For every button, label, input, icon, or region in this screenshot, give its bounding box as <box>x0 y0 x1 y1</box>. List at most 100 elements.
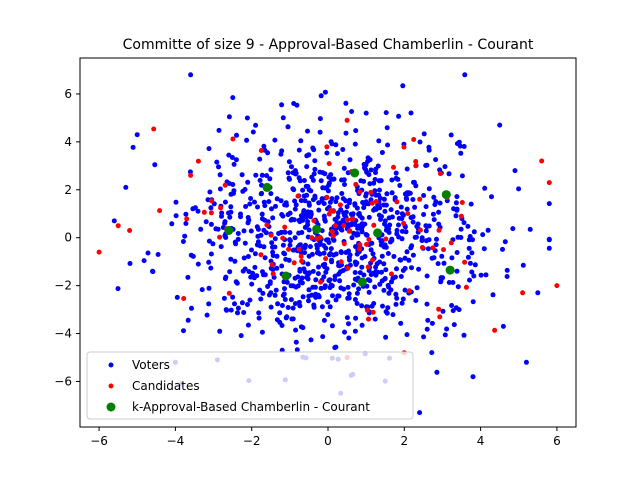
candidate-point <box>344 217 350 223</box>
voter-point <box>252 264 258 270</box>
voter-point <box>424 162 430 168</box>
voter-point <box>256 315 262 321</box>
voter-point <box>433 199 439 205</box>
voter-point <box>345 284 351 290</box>
voter-point <box>134 132 140 138</box>
voter-point <box>348 221 354 227</box>
voter-point <box>438 278 444 284</box>
voter-point <box>385 251 391 256</box>
candidate-point <box>411 137 417 142</box>
voter-point <box>381 261 387 267</box>
candidate-point <box>346 228 352 234</box>
voter-point <box>282 251 288 257</box>
voter-point <box>404 166 410 172</box>
voter-point <box>174 294 180 300</box>
voter-point <box>325 312 331 318</box>
candidate-point <box>298 253 304 259</box>
voter-point <box>315 271 321 277</box>
voter-point <box>389 190 395 196</box>
voter-point <box>284 202 289 208</box>
voter-point <box>243 204 249 209</box>
voter-point <box>206 146 212 152</box>
voter-point <box>361 205 367 211</box>
voter-point <box>419 235 425 241</box>
voter-point <box>343 100 349 106</box>
voter-point <box>273 203 278 209</box>
plot-area <box>96 72 560 416</box>
voter-point <box>345 295 351 301</box>
voter-point <box>270 215 276 221</box>
voter-point <box>312 158 318 164</box>
voter-point <box>327 199 333 205</box>
voter-point <box>279 102 285 108</box>
voter-point <box>377 205 383 211</box>
voter-point <box>274 265 280 271</box>
voter-point <box>329 176 334 182</box>
voter-point <box>322 218 328 224</box>
voter-point <box>395 176 401 182</box>
voter-point <box>300 187 306 193</box>
voter-point <box>150 268 155 274</box>
candidate-point <box>341 223 347 228</box>
voter-point <box>228 204 234 210</box>
voter-point <box>389 279 394 285</box>
voter-point <box>268 265 274 271</box>
voter-point <box>404 206 410 212</box>
voter-point <box>282 286 287 292</box>
voter-point <box>512 168 518 174</box>
voter-point <box>301 193 307 199</box>
voter-point <box>404 249 410 255</box>
voter-point <box>383 244 389 250</box>
voter-point <box>327 285 333 291</box>
voter-point <box>294 347 300 353</box>
candidate-point <box>280 235 286 241</box>
voter-point <box>266 199 272 205</box>
candidate-point <box>370 309 376 315</box>
voter-point <box>252 199 257 205</box>
voter-point <box>231 161 237 167</box>
candidate-point <box>459 200 465 205</box>
voter-point <box>489 194 494 200</box>
voter-point <box>335 214 341 220</box>
y-tick-label: 4 <box>64 135 72 149</box>
voter-point <box>210 241 216 247</box>
y-tick-label: 6 <box>64 87 72 101</box>
voter-point <box>223 235 229 240</box>
voter-point <box>331 237 337 243</box>
voter-point <box>261 244 267 250</box>
candidate-point <box>539 158 545 164</box>
voter-point <box>482 185 488 191</box>
voter-point <box>346 335 352 341</box>
candidate-point <box>151 126 157 132</box>
voter-point <box>291 187 297 193</box>
voter-point <box>181 328 186 334</box>
candidate-point <box>299 258 305 264</box>
x-tick-label: 2 <box>400 434 408 448</box>
voter-point <box>520 262 526 268</box>
voter-point <box>285 124 291 130</box>
voter-point <box>301 178 307 183</box>
voter-point <box>470 299 476 305</box>
voter-point <box>421 334 427 340</box>
candidate-point <box>383 236 389 242</box>
voter-point <box>180 239 186 244</box>
voter-point <box>338 285 344 291</box>
voter-point <box>410 252 416 258</box>
voter-point <box>313 277 319 283</box>
voter-point <box>352 297 358 302</box>
voter-point <box>206 238 212 244</box>
voter-point <box>259 216 265 222</box>
voter-point <box>434 236 439 242</box>
voter-point <box>455 284 461 290</box>
voter-point <box>230 294 236 300</box>
voter-point <box>208 205 214 211</box>
voter-point <box>319 198 325 204</box>
voter-point <box>297 268 303 274</box>
voter-point <box>324 150 330 156</box>
voter-point <box>325 299 331 305</box>
voter-point <box>402 287 408 293</box>
y-tick-label: 0 <box>64 231 72 245</box>
voter-point <box>360 200 366 205</box>
candidate-point <box>157 208 163 214</box>
voter-point <box>227 214 233 220</box>
